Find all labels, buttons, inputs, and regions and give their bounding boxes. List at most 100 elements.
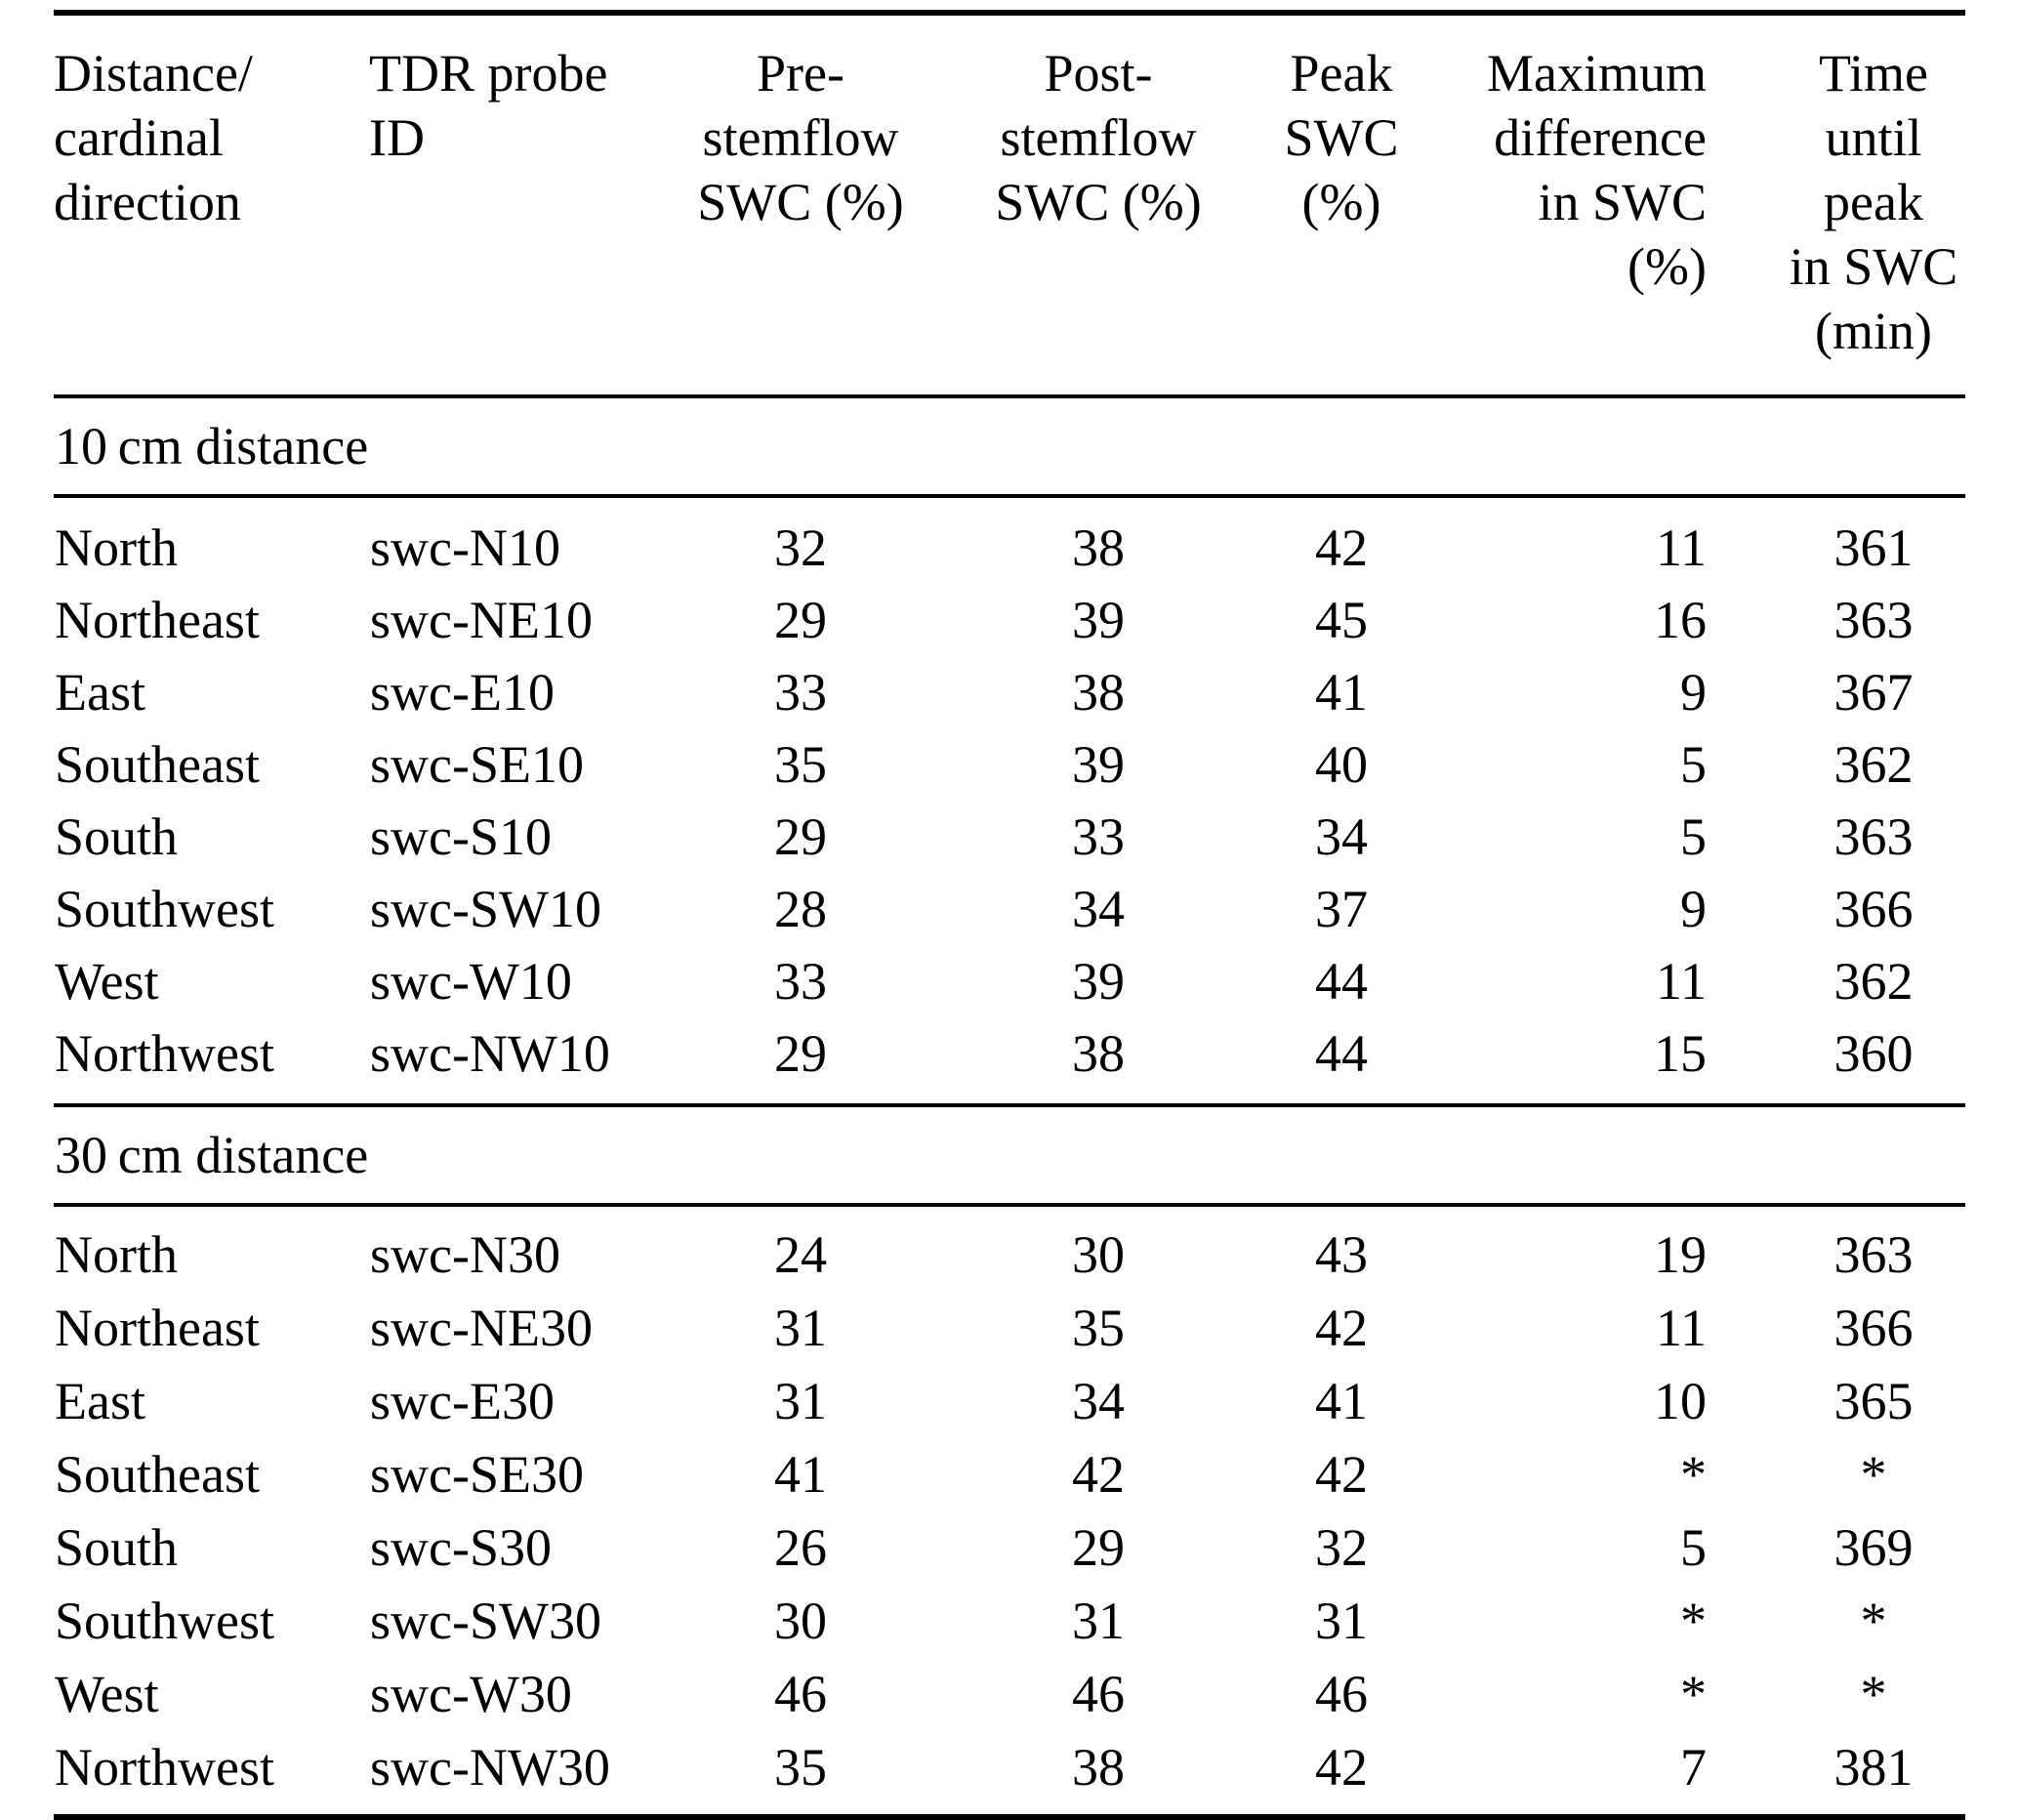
table-row: West swc-W10 33 39 44 11 362 <box>54 945 1965 1017</box>
cell-maxdiff: 5 <box>1680 1517 1707 1577</box>
cell-direction: Northwest <box>55 1737 274 1797</box>
cell-time: 363 <box>1833 591 1914 649</box>
cell-probe: swc-S30 <box>370 1517 552 1577</box>
column-header-maxdiff-line: in SWC <box>1538 173 1707 231</box>
table-row: North swc-N10 32 38 42 11 361 <box>54 496 1965 584</box>
cell-probe: swc-NE30 <box>370 1298 593 1357</box>
cell-pre: 31 <box>774 1371 827 1430</box>
table-row: East swc-E10 33 38 41 9 367 <box>54 656 1965 728</box>
cell-time: 369 <box>1833 1517 1914 1577</box>
cell-probe: swc-W10 <box>370 952 572 1011</box>
section-label: 30 cm distance <box>54 1103 1965 1207</box>
cell-peak: 40 <box>1315 735 1368 794</box>
column-header-pre-line: stemflow <box>702 108 899 167</box>
column-header-peak: Peak SWC (%) <box>1259 13 1423 398</box>
cell-maxdiff: * <box>1680 1444 1707 1504</box>
cell-pre: 33 <box>774 952 827 1011</box>
cell-post: 42 <box>1072 1444 1125 1504</box>
cell-time: 361 <box>1833 518 1914 577</box>
column-header-post-line: SWC (%) <box>995 173 1202 231</box>
column-header-direction: Distance/cardinal direction <box>54 13 369 398</box>
column-header-direction-line: Distance/ <box>54 44 253 103</box>
cell-time: 362 <box>1833 735 1914 794</box>
cell-peak: 42 <box>1315 1444 1368 1504</box>
cell-probe: swc-N30 <box>370 1224 560 1284</box>
table-header: Distance/cardinal direction TDR probe ID Pre… <box>54 13 1965 398</box>
column-header-maxdiff-line: (%) <box>1627 237 1707 296</box>
column-header-peak-line: SWC <box>1284 108 1399 167</box>
cell-probe: swc-NW10 <box>370 1024 610 1083</box>
column-header-pre: Pre-stemflow SWC (%) <box>664 13 937 398</box>
cell-post: 39 <box>1072 735 1125 794</box>
cell-direction: Southeast <box>55 735 260 794</box>
table-row: Northwest swc-NW10 29 38 44 15 360 <box>54 1017 1965 1105</box>
column-header-direction-line: cardinal <box>54 108 224 167</box>
cell-direction: Southeast <box>55 1444 260 1504</box>
cell-pre: 32 <box>774 518 827 577</box>
swc-measurement-table: Distance/cardinal direction TDR probe ID Pre… <box>54 10 1965 1820</box>
cell-maxdiff: 7 <box>1680 1737 1707 1797</box>
column-header-time-line: Time <box>1818 44 1929 103</box>
cell-pre: 35 <box>774 1737 827 1797</box>
cell-time: * <box>1860 1444 1887 1504</box>
section-header-row: 30 cm distance <box>54 1103 1965 1207</box>
cell-direction: East <box>55 663 145 722</box>
cell-post: 30 <box>1072 1224 1125 1284</box>
column-header-probe-line: ID <box>369 108 425 167</box>
header-row: Distance/cardinal direction TDR probe ID Pre… <box>54 13 1965 398</box>
column-header-time-line: (min) <box>1815 302 1932 360</box>
cell-time: * <box>1860 1664 1887 1723</box>
table-row: East swc-E30 31 34 41 10 365 <box>54 1364 1965 1437</box>
cell-maxdiff: 11 <box>1656 952 1707 1011</box>
cell-peak: 44 <box>1315 952 1368 1011</box>
cell-post: 33 <box>1072 807 1125 866</box>
cell-probe: swc-SW10 <box>370 880 601 938</box>
cell-probe: swc-NW30 <box>370 1737 610 1797</box>
cell-pre: 35 <box>774 735 827 794</box>
cell-probe: swc-W30 <box>370 1664 572 1723</box>
cell-pre: 46 <box>774 1664 827 1723</box>
cell-maxdiff: * <box>1680 1664 1707 1723</box>
cell-maxdiff: 10 <box>1654 1371 1707 1430</box>
cell-peak: 44 <box>1315 1024 1368 1083</box>
table-row: North swc-N30 24 30 43 19 363 <box>54 1205 1965 1291</box>
cell-post: 39 <box>1072 952 1125 1011</box>
table-row: West swc-W30 46 46 46 * * <box>54 1657 1965 1730</box>
column-header-time-line: until <box>1825 108 1922 167</box>
cell-post: 34 <box>1072 880 1125 938</box>
cell-peak: 37 <box>1315 880 1368 938</box>
cell-pre: 41 <box>774 1444 827 1504</box>
table-row: South swc-S10 29 33 34 5 363 <box>54 801 1965 873</box>
cell-post: 35 <box>1072 1298 1125 1357</box>
column-header-maxdiff-line: difference <box>1494 108 1707 167</box>
cell-time: * <box>1860 1591 1887 1650</box>
column-header-peak-line: Peak <box>1290 44 1393 103</box>
cell-pre: 28 <box>774 880 827 938</box>
cell-maxdiff: 5 <box>1680 735 1707 794</box>
cell-maxdiff: 11 <box>1656 1298 1707 1357</box>
cell-time: 360 <box>1833 1024 1914 1083</box>
table-row: Southwest swc-SW10 28 34 37 9 366 <box>54 873 1965 945</box>
table-row: Northeast swc-NE30 31 35 42 11 366 <box>54 1291 1965 1364</box>
column-header-maxdiff-line: Maximum <box>1487 44 1707 103</box>
table-row: Southwest swc-SW30 30 31 31 * * <box>54 1584 1965 1657</box>
column-header-direction-line: direction <box>54 173 241 231</box>
cell-probe: swc-SE30 <box>370 1444 584 1504</box>
cell-post: 34 <box>1072 1371 1125 1430</box>
cell-post: 38 <box>1072 1737 1125 1797</box>
cell-time: 366 <box>1833 1298 1914 1357</box>
cell-time: 362 <box>1833 952 1914 1011</box>
cell-direction: Northeast <box>55 591 260 649</box>
paper-table-page: { "table": { "columns": [ { "id": "direc… <box>0 10 2018 1820</box>
cell-maxdiff: 19 <box>1654 1224 1707 1284</box>
cell-direction: Southwest <box>55 1591 275 1650</box>
cell-direction: Northeast <box>55 1298 260 1357</box>
cell-time: 381 <box>1833 1737 1914 1797</box>
cell-direction: East <box>55 1371 145 1430</box>
cell-peak: 32 <box>1315 1517 1368 1577</box>
column-header-post: Post-stemflow SWC (%) <box>937 13 1259 398</box>
cell-maxdiff: 15 <box>1654 1024 1707 1083</box>
section-header-row: 10 cm distance <box>54 396 1965 498</box>
cell-post: 31 <box>1072 1591 1125 1650</box>
cell-maxdiff: 9 <box>1680 663 1707 722</box>
